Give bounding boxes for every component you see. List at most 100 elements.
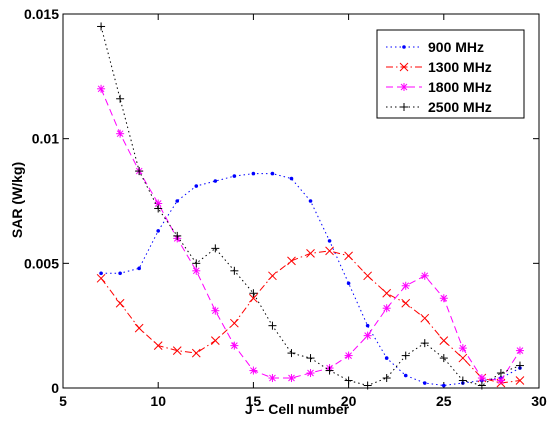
data-point-900-mhz: [422, 381, 427, 385]
data-point-1800-mhz: [268, 374, 277, 383]
data-point-900-mhz: [384, 356, 389, 360]
data-point-1800-mhz: [439, 294, 448, 303]
data-point-2500-mhz: [268, 321, 277, 330]
y-tick-label: 0.015: [24, 6, 59, 22]
legend-marker: [402, 45, 406, 49]
y-tick-label: 0.005: [24, 255, 59, 271]
data-point-900-mhz: [365, 323, 370, 328]
data-point-900-mhz: [308, 199, 313, 203]
data-point-900-mhz: [194, 184, 199, 188]
legend-item-900-mhz: 900 MHz: [386, 39, 484, 55]
data-point-1800-mhz: [230, 341, 239, 350]
data-point-1300-mhz: [439, 336, 449, 345]
data-point-1300-mhz: [191, 348, 201, 358]
data-point-1300-mhz: [96, 273, 106, 283]
data-point-900-mhz: [137, 266, 141, 271]
data-point-1300-mhz: [249, 293, 258, 303]
data-point-1300-mhz: [401, 298, 411, 308]
legend-marker: [400, 103, 408, 111]
data-point-1800-mhz: [420, 271, 429, 280]
data-point-1800-mhz: [116, 129, 125, 138]
data-point-1800-mhz: [477, 374, 486, 383]
data-point-1300-mhz: [210, 336, 220, 345]
data-point-2500-mhz: [173, 231, 182, 240]
data-point-1300-mhz: [230, 318, 239, 328]
data-point-1300-mhz: [172, 346, 182, 355]
data-point-1800-mhz: [287, 374, 296, 383]
data-point-2500-mhz: [135, 167, 144, 176]
data-point-900-mhz: [327, 239, 332, 243]
data-point-1800-mhz: [97, 84, 106, 93]
data-point-900-mhz: [270, 171, 275, 176]
data-point-1300-mhz: [515, 376, 525, 385]
data-point-1300-mhz: [363, 271, 372, 281]
data-point-2500-mhz: [230, 266, 239, 275]
legend-label: 1800 MHz: [428, 79, 492, 95]
data-point-2500-mhz: [477, 381, 486, 390]
x-tick-label: 25: [436, 393, 452, 409]
legend-item-1300-mhz: 1300 MHz: [386, 59, 492, 75]
data-point-1300-mhz: [344, 251, 353, 261]
data-point-900-mhz: [289, 176, 294, 181]
legend-label: 900 MHz: [428, 39, 484, 55]
data-point-2500-mhz: [287, 349, 296, 358]
data-point-1800-mhz: [192, 266, 201, 275]
data-point-2500-mhz: [420, 339, 429, 348]
data-point-1300-mhz: [458, 353, 468, 363]
data-point-1800-mhz: [458, 344, 467, 353]
data-point-1800-mhz: [249, 366, 258, 375]
data-point-2500-mhz: [458, 376, 467, 385]
x-axis-label: J – Cell number: [245, 401, 350, 417]
x-tick-label: 15: [246, 393, 262, 409]
data-point-1800-mhz: [515, 346, 524, 355]
x-tick-label: 20: [341, 393, 357, 409]
legend-marker: [400, 83, 408, 91]
data-point-1300-mhz: [287, 256, 296, 266]
data-point-1300-mhz: [420, 313, 430, 323]
y-axis-label: SAR (W/kg): [9, 162, 25, 238]
data-point-1800-mhz: [363, 331, 372, 340]
data-point-2500-mhz: [439, 354, 448, 363]
data-point-1300-mhz: [382, 288, 392, 298]
data-point-2500-mhz: [382, 374, 391, 383]
data-point-1800-mhz: [211, 306, 220, 315]
data-point-1300-mhz: [268, 271, 277, 281]
data-point-2500-mhz: [192, 259, 201, 268]
data-point-900-mhz: [403, 373, 408, 378]
x-tick-label: 5: [59, 393, 67, 409]
data-point-900-mhz: [251, 171, 256, 176]
data-point-1300-mhz: [153, 341, 163, 350]
data-point-1800-mhz: [306, 369, 315, 378]
series-1800-mhz: [97, 84, 524, 385]
data-point-2500-mhz: [249, 289, 258, 298]
data-point-900-mhz: [175, 199, 180, 203]
data-point-900-mhz: [346, 281, 351, 286]
data-point-2500-mhz: [344, 376, 353, 385]
data-point-2500-mhz: [363, 381, 372, 390]
x-tick-label: 30: [531, 393, 547, 409]
data-point-1300-mhz: [115, 298, 125, 308]
legend-marker: [399, 62, 409, 72]
legend-item-2500-mhz: 2500 MHz: [386, 99, 492, 115]
data-point-2500-mhz: [515, 361, 524, 370]
data-point-2500-mhz: [116, 94, 125, 103]
axis-ticks: 5 10 15 20 25 30 0 0.005 0.01 0.015: [24, 6, 547, 409]
legend-label: 2500 MHz: [428, 99, 492, 115]
data-point-2500-mhz: [401, 351, 410, 360]
data-point-900-mhz: [442, 383, 446, 388]
series-900-mhz: [99, 171, 522, 388]
y-tick-label: 0.01: [32, 131, 59, 147]
data-point-2500-mhz: [496, 369, 505, 378]
data-point-1800-mhz: [344, 351, 353, 360]
data-point-900-mhz: [118, 271, 122, 276]
data-point-1300-mhz: [134, 323, 144, 333]
data-point-1800-mhz: [496, 376, 505, 385]
data-point-1300-mhz: [325, 246, 334, 256]
data-point-2500-mhz: [306, 354, 315, 363]
data-point-900-mhz: [99, 271, 103, 276]
data-point-900-mhz: [156, 229, 160, 233]
data-point-2500-mhz: [97, 22, 106, 31]
data-point-1300-mhz: [306, 249, 315, 258]
series-2500-mhz: [97, 22, 524, 390]
